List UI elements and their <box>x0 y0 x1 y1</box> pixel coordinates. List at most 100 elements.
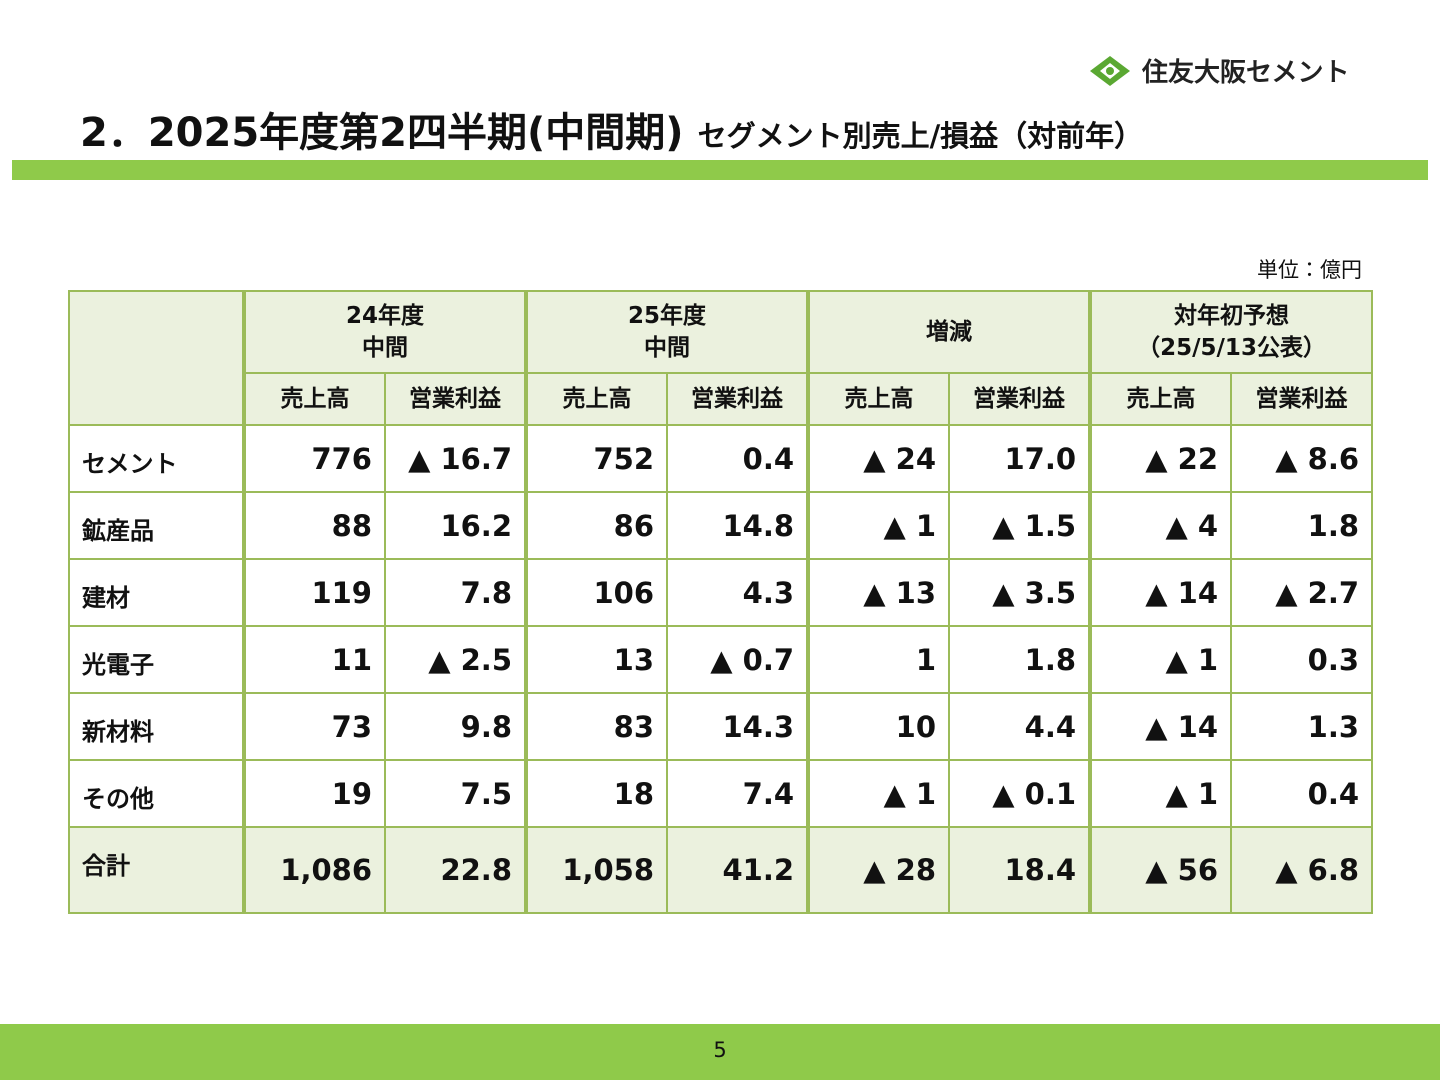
value-cell: 16.2 <box>383 491 529 560</box>
value-cell: 1.3 <box>1230 692 1374 761</box>
row-label: その他 <box>68 759 246 828</box>
value-cell: 17.0 <box>948 424 1093 493</box>
sub-header: 営業利益 <box>383 372 529 426</box>
value-cell: 88 <box>243 491 386 560</box>
group-header-line: 中間 <box>362 335 408 361</box>
value-cell: 18.4 <box>948 826 1093 914</box>
value-cell: ▲ 3.5 <box>948 558 1093 627</box>
group-header-line: 24年度 <box>346 303 425 329</box>
value-cell: ▲ 0.1 <box>948 759 1093 828</box>
value-cell: 86 <box>525 491 669 560</box>
row-label: 鉱産品 <box>68 491 246 560</box>
row-label: 新材料 <box>68 692 246 761</box>
value-cell: ▲ 1 <box>807 491 951 560</box>
value-cell: 41.2 <box>666 826 811 914</box>
value-cell: ▲ 13 <box>807 558 951 627</box>
value-cell: 1,086 <box>243 826 386 914</box>
value-cell: ▲ 16.7 <box>383 424 529 493</box>
value-cell: 0.4 <box>666 424 811 493</box>
logo-text: 住友大阪セメント <box>1142 58 1350 88</box>
value-cell: ▲ 1 <box>1089 759 1233 828</box>
value-cell: 73 <box>243 692 386 761</box>
page-number: 5 <box>713 1038 727 1062</box>
group-header: 対年初予想 （25/5/13公表） <box>1089 290 1374 374</box>
logo-icon <box>1090 55 1130 86</box>
corner-cell <box>68 290 246 426</box>
group-header-line: （25/5/13公表） <box>1137 335 1326 361</box>
group-header-line: 中間 <box>644 335 691 361</box>
group-header-line: 対年初予想 <box>1174 303 1290 329</box>
value-cell: 119 <box>243 558 386 627</box>
value-cell: 1,058 <box>525 826 669 914</box>
value-cell: ▲ 14 <box>1089 558 1233 627</box>
value-cell: 106 <box>525 558 669 627</box>
sub-header: 営業利益 <box>666 372 811 426</box>
footer: 5 <box>0 1024 1440 1080</box>
data-row: セメント 776 ▲ 16.7 752 0.4 ▲ 24 17.0 ▲ 22 ▲ 8.6 <box>68 424 1374 493</box>
value-cell: 1 <box>807 625 951 694</box>
value-cell: ▲ 1 <box>1089 625 1233 694</box>
value-cell: 10 <box>807 692 951 761</box>
value-cell: 752 <box>525 424 669 493</box>
title-main: 2．2025年度第2四半期(中間期) <box>80 110 684 156</box>
title-bar <box>12 160 1428 180</box>
data-row: 光電子 11 ▲ 2.5 13 ▲ 0.7 1 1.8 ▲ 1 0.3 <box>68 625 1374 694</box>
value-cell: ▲ 1.5 <box>948 491 1093 560</box>
value-cell: ▲ 22 <box>1089 424 1233 493</box>
value-cell: 83 <box>525 692 669 761</box>
value-cell: ▲ 2.5 <box>383 625 529 694</box>
value-cell: 0.4 <box>1230 759 1374 828</box>
value-cell: ▲ 4 <box>1089 491 1233 560</box>
value-cell: 0.3 <box>1230 625 1374 694</box>
group-header: 25年度中間 <box>525 290 811 374</box>
value-cell: ▲ 0.7 <box>666 625 811 694</box>
value-cell: 11 <box>243 625 386 694</box>
group-header: 増減 <box>807 290 1093 374</box>
value-cell: 18 <box>525 759 669 828</box>
value-cell: 4.3 <box>666 558 811 627</box>
value-cell: 776 <box>243 424 386 493</box>
value-cell: ▲ 1 <box>807 759 951 828</box>
value-cell: ▲ 24 <box>807 424 951 493</box>
value-cell: ▲ 8.6 <box>1230 424 1374 493</box>
value-cell: ▲ 28 <box>807 826 951 914</box>
value-cell: 13 <box>525 625 669 694</box>
sub-header: 営業利益 <box>1230 372 1374 426</box>
sub-header: 売上高 <box>243 372 386 426</box>
value-cell: 14.3 <box>666 692 811 761</box>
header-row: 24年度 中間 25年度 中間 増減 対年初予想 （25/5/13公表） <box>68 290 1374 426</box>
sub-header: 売上高 <box>525 372 669 426</box>
row-label: 建材 <box>68 558 246 627</box>
data-row: 鉱産品 88 16.2 86 14.8 ▲ 1 ▲ 1.5 ▲ 4 1.8 <box>68 491 1374 560</box>
value-cell: 1.8 <box>948 625 1093 694</box>
sub-header: 売上高 <box>807 372 951 426</box>
value-cell: 4.4 <box>948 692 1093 761</box>
value-cell: 19 <box>243 759 386 828</box>
value-cell: 9.8 <box>383 692 529 761</box>
unit: 単位：億円 <box>1257 258 1362 282</box>
title: 2．2025年度第2四半期(中間期) セグメント別売上/損益（対前年） <box>80 100 1143 158</box>
data-row: 新材料 73 9.8 83 14.3 10 4.4 ▲ 14 1.3 <box>68 692 1374 761</box>
segment-table: 24年度 中間 25年度 中間 増減 対年初予想 （25/5/13公表） 売上高 営業利益 売上高… <box>68 290 1374 914</box>
data-row: 建材 119 7.8 106 4.3 ▲ 13 ▲ 3.5 ▲ 14 ▲ 2.7 <box>68 558 1374 627</box>
data-row: その他 19 7.5 18 7.4 ▲ 1 ▲ 0.1 ▲ 1 0.4 <box>68 759 1374 828</box>
group-header-line: 増減 <box>926 319 973 345</box>
group-header: 24年度中間 <box>242 290 529 374</box>
value-cell: ▲ 14 <box>1089 692 1233 761</box>
value-cell: ▲ 56 <box>1089 826 1233 914</box>
total-row: 合計 1,086 22.8 1,058 41.2 ▲ 28 18.4 ▲ 56 ▲ 6.8 <box>68 826 1374 914</box>
value-cell: 22.8 <box>383 826 529 914</box>
row-label: 合計 <box>68 826 246 914</box>
value-cell: 7.5 <box>383 759 529 828</box>
group-header-line: 25年度 <box>628 303 707 329</box>
logo: 住友大阪セメント <box>1088 52 1349 89</box>
value-cell: 7.4 <box>666 759 811 828</box>
value-cell: 1.8 <box>1230 491 1374 560</box>
value-cell: ▲ 2.7 <box>1230 558 1374 627</box>
row-label: 光電子 <box>68 625 246 694</box>
title-sub: セグメント別売上/損益（対前年） <box>697 119 1144 153</box>
sub-header: 営業利益 <box>948 372 1093 426</box>
value-cell: ▲ 6.8 <box>1230 826 1374 914</box>
value-cell: 14.8 <box>666 491 811 560</box>
